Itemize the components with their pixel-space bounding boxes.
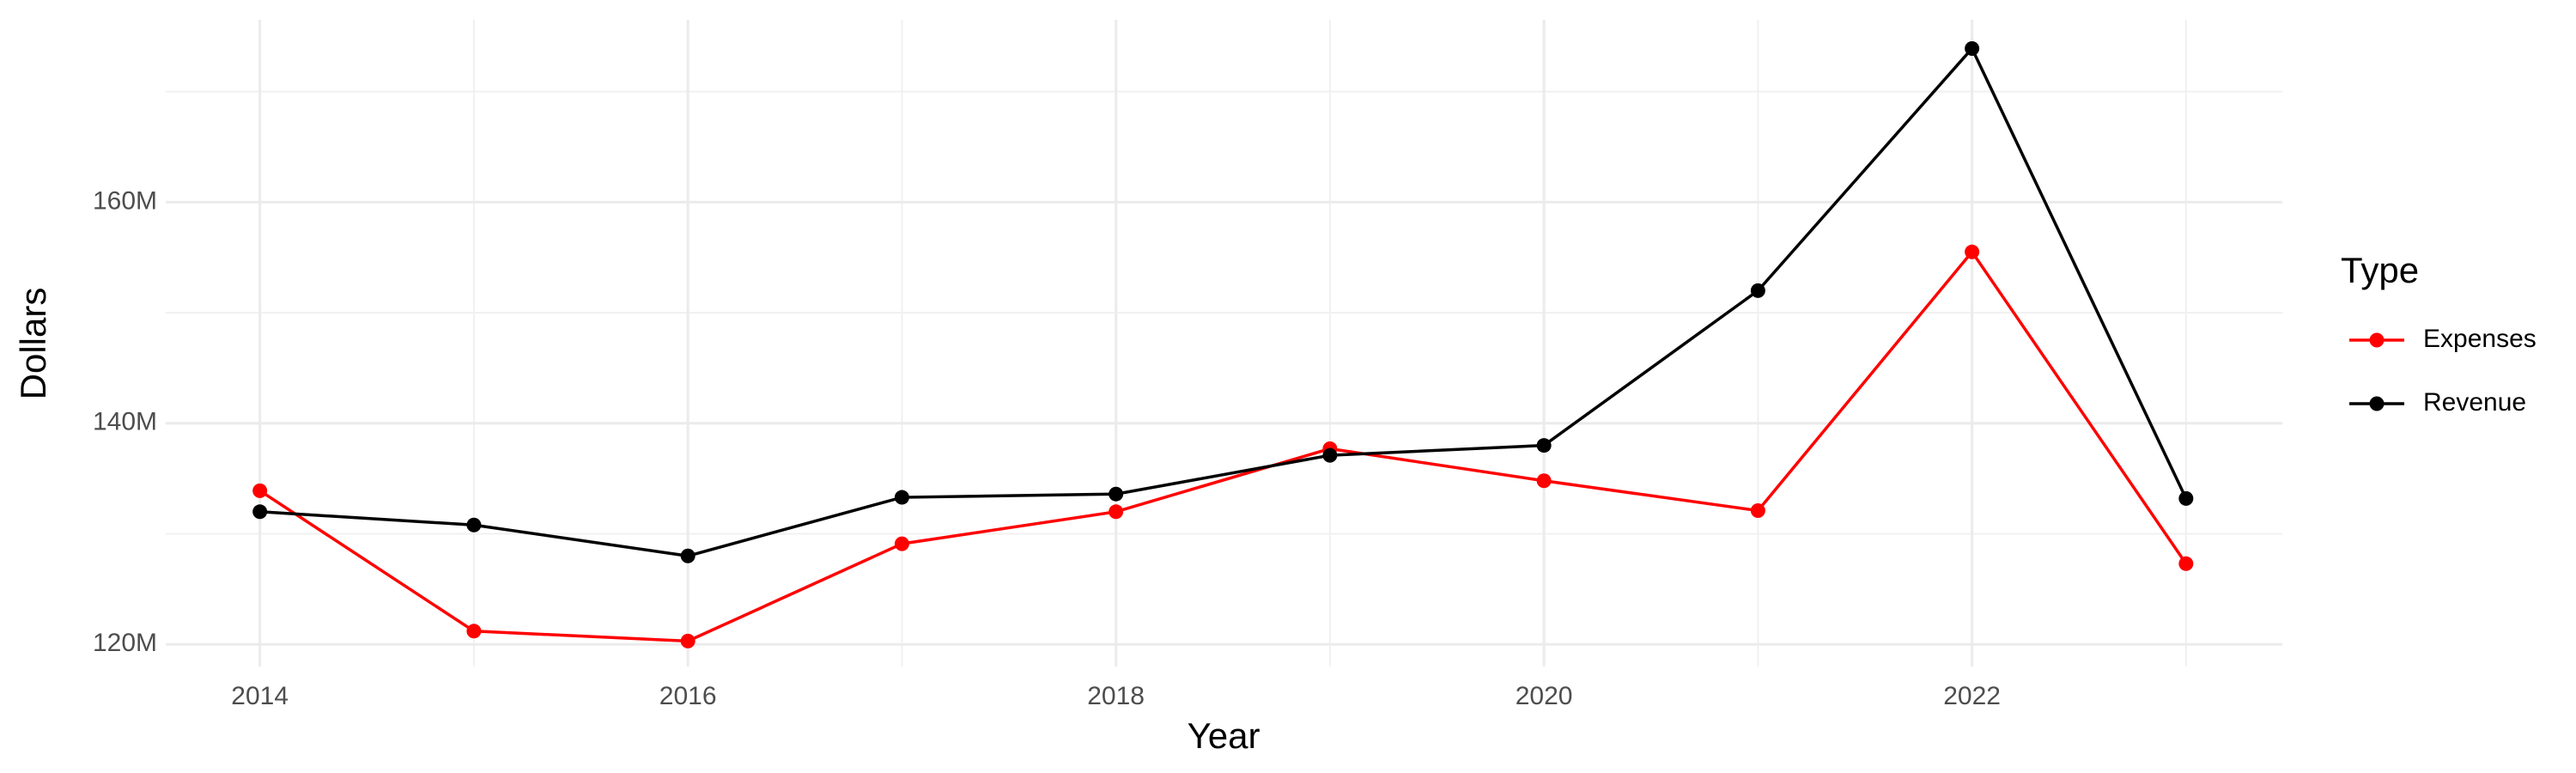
data-point bbox=[680, 548, 696, 563]
data-point bbox=[252, 483, 268, 498]
data-point bbox=[1965, 40, 1980, 56]
data-point bbox=[252, 504, 268, 520]
data-point bbox=[2178, 556, 2194, 571]
data-point bbox=[1109, 486, 1124, 502]
data-point bbox=[1322, 447, 1338, 463]
data-point bbox=[894, 490, 909, 505]
legend-label: Revenue bbox=[2423, 388, 2526, 417]
legend-marker bbox=[2369, 396, 2385, 411]
y-tick-label: 160M bbox=[93, 186, 157, 215]
data-point bbox=[466, 624, 482, 639]
x-tick-label: 2018 bbox=[1087, 682, 1145, 710]
data-point bbox=[1536, 473, 1552, 489]
y-tick-label: 120M bbox=[93, 629, 157, 657]
data-point bbox=[2178, 490, 2194, 506]
x-tick-label: 2020 bbox=[1516, 682, 1573, 710]
legend-label: Expenses bbox=[2423, 325, 2537, 353]
y-axis-title: Dollars bbox=[13, 288, 53, 400]
x-tick-label: 2016 bbox=[659, 682, 717, 710]
data-point bbox=[466, 517, 482, 533]
data-point bbox=[1965, 244, 1980, 259]
data-point bbox=[894, 536, 909, 551]
x-tick-label: 2022 bbox=[1943, 682, 2001, 710]
series-line bbox=[258, 249, 2188, 643]
data-point bbox=[680, 633, 696, 648]
data-point bbox=[1536, 438, 1552, 453]
data-point bbox=[1750, 503, 1765, 519]
x-axis-title: Year bbox=[1188, 715, 1261, 756]
legend-title: Type bbox=[2341, 250, 2419, 290]
data-point bbox=[1109, 504, 1124, 520]
x-tick-label: 2014 bbox=[231, 682, 289, 710]
legend-marker bbox=[2369, 332, 2385, 348]
y-tick-label: 140M bbox=[93, 408, 157, 436]
series-line bbox=[259, 46, 2188, 558]
data-point bbox=[1750, 283, 1765, 298]
